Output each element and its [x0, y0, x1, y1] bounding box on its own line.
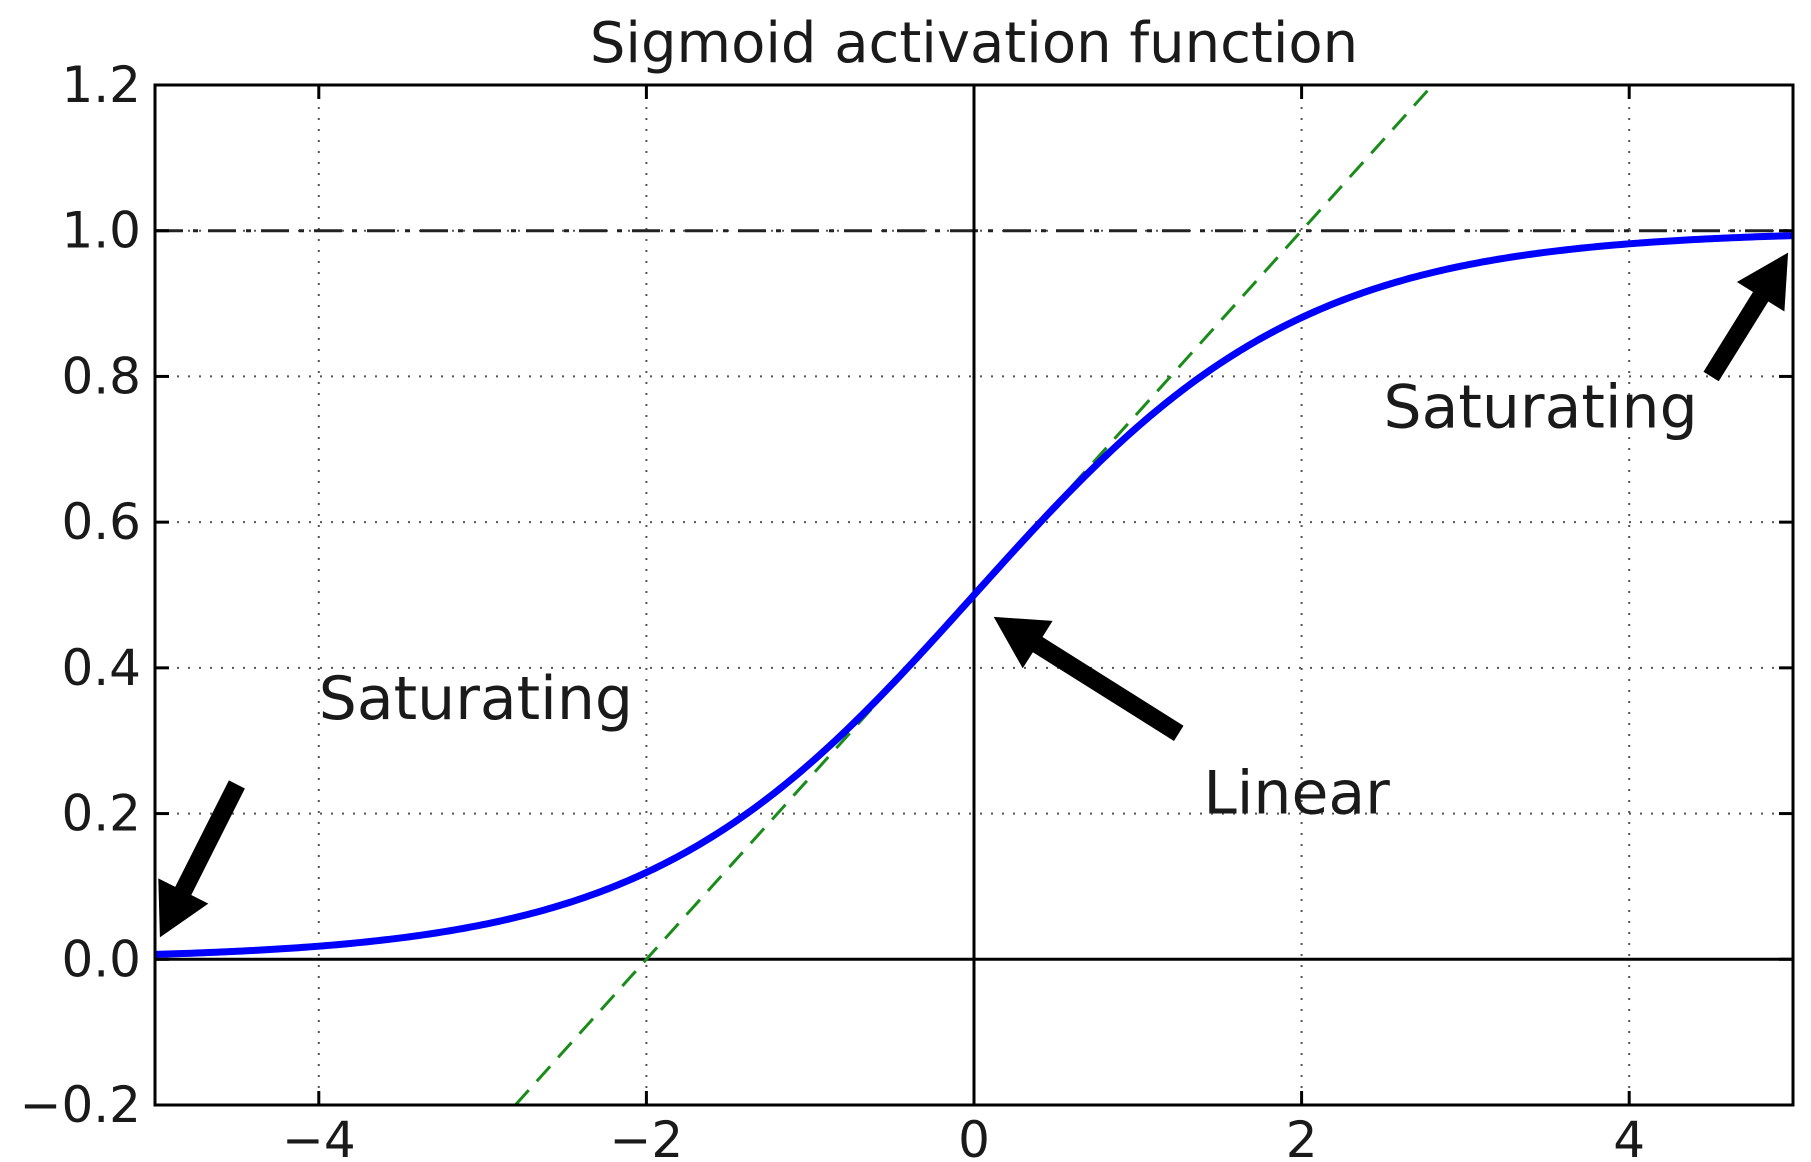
x-tick-label: −2 — [610, 1111, 684, 1162]
arrow-saturating-left — [158, 780, 245, 938]
annotation-saturating-left: Saturating — [319, 664, 633, 734]
arrow-linear — [993, 616, 1184, 741]
x-tick-label: 0 — [958, 1111, 990, 1162]
x-tick-label: 2 — [1286, 1111, 1318, 1162]
annotation-saturating-right: Saturating — [1384, 372, 1698, 442]
x-tick-label: −4 — [282, 1111, 356, 1162]
y-tick-label: 0.6 — [61, 493, 141, 551]
data-series — [155, 85, 1793, 1105]
chart-title: Sigmoid activation function — [590, 11, 1358, 76]
y-tick-label: 0.4 — [61, 639, 141, 697]
y-tick-label: 0.0 — [61, 930, 141, 988]
y-tick-label: 1.2 — [61, 56, 141, 114]
y-tick-label: −0.2 — [20, 1076, 141, 1134]
x-tick-label: 4 — [1613, 1111, 1645, 1162]
sigmoid-curve — [155, 232, 1793, 958]
y-tick-label: 0.2 — [61, 785, 141, 843]
y-tick-label: 1.0 — [61, 202, 141, 260]
y-tick-label: 0.8 — [61, 347, 141, 405]
axis-ticks: −4 −2 0 2 4 −0.2 0.0 0.2 0.4 0.6 0.8 1.0 1.2 — [20, 56, 1793, 1162]
arrow-saturating-right — [1703, 252, 1789, 382]
annotation-linear: Linear — [1203, 759, 1390, 829]
annotations: Saturating Saturating Linear — [158, 252, 1789, 938]
